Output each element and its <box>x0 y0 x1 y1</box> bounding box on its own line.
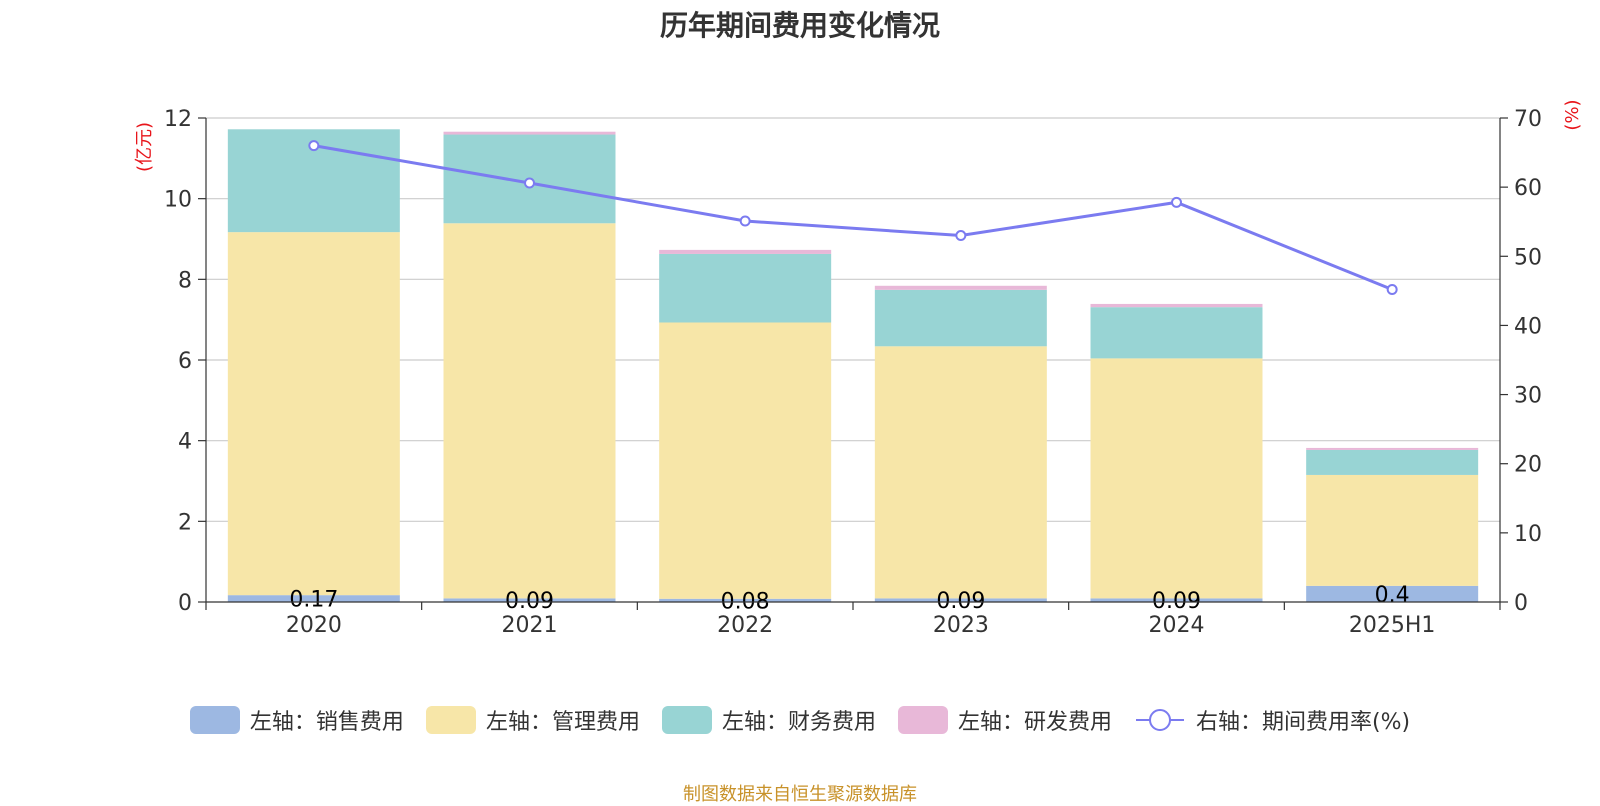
right-tick-label: 70 <box>1514 107 1542 132</box>
rate-point <box>955 230 967 242</box>
bar-segment <box>659 253 832 323</box>
bar-segment <box>1090 358 1263 599</box>
right-tick-label: 30 <box>1514 384 1542 409</box>
right-tick-label: 60 <box>1514 176 1542 201</box>
left-tick-label: 2 <box>178 510 192 535</box>
rate-point <box>1171 196 1182 208</box>
legend-item[interactable]: 左轴：财务费用 <box>661 704 876 736</box>
legend-label: 左轴：销售费用 <box>249 710 404 735</box>
rate-point <box>524 177 535 189</box>
bar-segment <box>874 285 1047 290</box>
bar-segment <box>659 322 832 599</box>
rate-point <box>739 215 751 227</box>
legend-item[interactable]: 左轴：销售费用 <box>189 704 404 736</box>
bar-segment <box>874 346 1047 599</box>
rate-point <box>1386 283 1398 295</box>
x-tick-label: 2022 <box>717 613 773 638</box>
x-tick-label: 2023 <box>933 613 989 638</box>
x-tick-label: 2020 <box>286 613 342 638</box>
right-tick-label: 20 <box>1514 453 1542 478</box>
bar-segment <box>1306 447 1479 450</box>
right-axis-unit: (%) <box>1562 99 1583 130</box>
grid-lines <box>206 117 1500 522</box>
legend-swatch <box>189 706 240 734</box>
bar-segment <box>874 289 1047 347</box>
left-tick-label: 12 <box>164 107 192 132</box>
left-tick-label: 8 <box>178 268 192 293</box>
bar-segment <box>1090 307 1263 359</box>
data-label: 0.17 <box>289 588 338 613</box>
bar-segment <box>443 598 616 602</box>
bar-segment <box>443 131 616 135</box>
bar-segment <box>1306 449 1479 475</box>
legend-label: 左轴：研发费用 <box>957 710 1112 735</box>
legend: 左轴：销售费用 左轴：管理费用 左轴：财务费用 左轴：研发费用 右轴：期间费用率(%) <box>0 704 1600 736</box>
chart-title: 历年期间费用变化情况 <box>659 9 940 42</box>
bar-segment <box>659 598 832 602</box>
legend-swatch <box>661 706 712 734</box>
source-note: 制图数据来自恒生聚源数据库 <box>683 784 917 805</box>
legend-swatch <box>425 706 476 734</box>
bar-segment <box>1090 303 1263 308</box>
legend-item[interactable]: 左轴：管理费用 <box>425 704 640 736</box>
bar-segment <box>1306 585 1479 602</box>
bar-segment <box>1306 474 1479 586</box>
right-tick-label: 50 <box>1514 245 1542 270</box>
x-tick-label: 2021 <box>502 613 558 638</box>
left-tick-label: 0 <box>178 591 192 616</box>
left-tick-label: 10 <box>164 188 192 213</box>
rate-point <box>308 140 320 152</box>
legend-label: 右轴：期间费用率(%) <box>1195 710 1411 735</box>
x-tick-label: 2025H1 <box>1349 613 1436 638</box>
left-axis-unit: (亿元) <box>134 122 155 172</box>
bar-segment <box>1090 598 1263 602</box>
bars <box>227 129 1479 602</box>
right-tick-label: 0 <box>1514 591 1528 616</box>
x-tick-label: 2024 <box>1149 613 1205 638</box>
bar-segment <box>443 223 616 599</box>
legend-label: 左轴：管理费用 <box>485 710 640 735</box>
bar-segment <box>227 232 400 596</box>
rate-line <box>308 140 1398 295</box>
right-tick-label: 10 <box>1514 522 1542 547</box>
legend-swatch <box>897 706 948 734</box>
left-tick-label: 4 <box>178 430 192 455</box>
left-tick-label: 6 <box>178 349 192 374</box>
legend-item[interactable]: 右轴：期间费用率(%) <box>1134 704 1410 736</box>
right-tick-label: 40 <box>1514 314 1542 339</box>
legend-label: 左轴：财务费用 <box>721 710 876 735</box>
rate-line-path <box>313 144 1393 291</box>
legend-line-icon <box>1135 709 1184 731</box>
bar-segment <box>659 249 832 254</box>
axes: 0 2 4 6 8 10 12 0 10 20 30 40 50 60 70 (亿元) (%) 2020 2021 2… <box>134 99 1583 638</box>
bar-segment <box>874 598 1047 602</box>
bar-segment <box>227 595 400 602</box>
legend-item[interactable]: 左轴：研发费用 <box>897 704 1112 736</box>
data-label: 0.4 <box>1375 583 1410 608</box>
